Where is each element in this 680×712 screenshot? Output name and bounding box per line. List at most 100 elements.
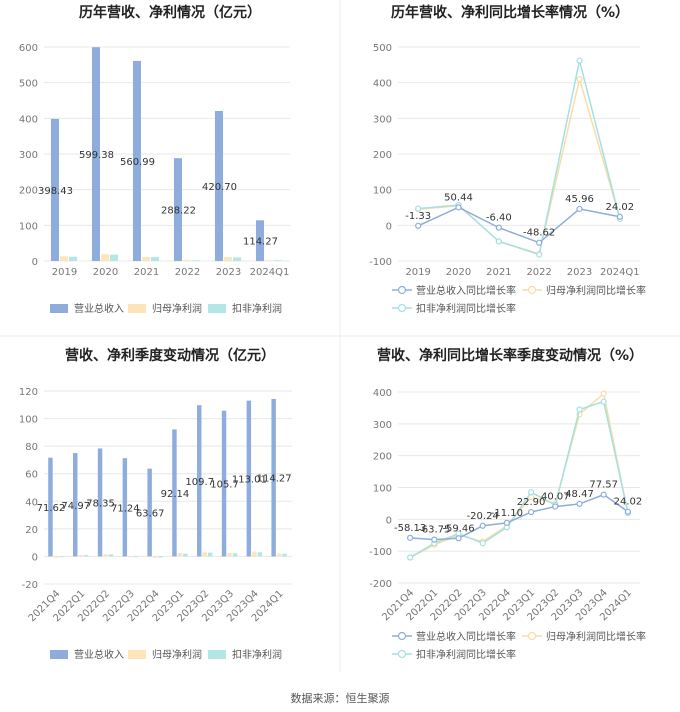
y-tick-label: 20 [25,525,38,536]
bar [83,555,89,557]
bar [100,254,110,261]
point [576,57,583,64]
data-label: 24.02 [606,202,635,213]
data-label: -63.75 [418,525,450,536]
bar [221,410,227,557]
legend-marker [397,631,407,641]
y-tick-label: 60 [25,470,38,481]
chart-4: 营收、净利同比增长率季度变动情况（%） -200 -100 0 100 200 300 400… [369,347,646,661]
bar [207,552,213,557]
x-tick-label: 2023 [216,267,241,278]
data-source-note: 数据来源：恒生聚源 [290,692,390,705]
point [455,535,462,542]
point [455,204,462,211]
y-tick-label: -100 [369,547,392,558]
bar [69,256,78,261]
data-label: 50.44 [444,192,473,203]
legend-label: 营业总收入同比增长率 [416,630,516,643]
bar [202,552,207,557]
series-line [417,206,620,244]
bar [177,552,183,557]
y-tick-label: 600 [19,43,38,54]
data-label: -58.13 [394,523,426,534]
series-line [410,493,629,541]
data-label: 560.99 [120,157,155,168]
y-tick-label: 100 [373,186,392,197]
y-tick-label: -100 [369,257,392,268]
y-tick-label: 400 [373,388,392,399]
y-tick-label: -20 [22,580,38,591]
bar [197,405,202,557]
legend-swatch [128,304,146,313]
legend-marker [397,303,407,313]
bar [232,553,238,557]
legend-marker [527,631,537,641]
point [616,213,623,220]
chart-2: 历年营收、净利同比增长率情况（%） -100 0 100 200 300 400 500 201… [369,4,646,315]
data-label: 71.24 [111,503,140,514]
y-tick-label: 0 [386,221,392,232]
point [415,222,422,229]
bar [158,556,163,558]
bar [274,260,283,262]
legend-swatch [128,650,146,659]
bar [152,556,158,558]
series-line [409,392,629,559]
legend-swatch [208,304,226,313]
point [479,522,486,529]
bar [223,257,233,261]
y-tick-label: 300 [373,420,392,431]
point [415,205,422,212]
y-tick-label: 200 [19,186,38,197]
point [552,503,559,510]
bar [103,554,108,557]
point [600,491,607,498]
point [431,536,438,543]
y-tick-label: 120 [19,387,38,398]
data-label: 105.7 [210,480,239,491]
bar [264,260,274,262]
y-tick-label: 100 [19,415,38,426]
data-label: 77.57 [589,480,618,491]
legend-label: 扣非净利润 [232,648,282,661]
y-tick-label: 0 [32,257,38,268]
x-tick-label: 2024Q1 [600,267,640,278]
point [536,251,543,258]
point [407,554,414,561]
point [495,224,502,231]
bar [257,552,262,557]
y-tick-label: -200 [369,579,392,590]
data-label: 288.22 [161,206,196,217]
y-tick-label: 80 [25,442,38,453]
series-line [418,76,621,255]
bar [122,458,128,557]
x-tick-label: 2019 [52,267,77,278]
data-label: -1.33 [405,211,431,222]
data-label: -6.40 [486,213,512,224]
point [495,238,502,245]
bar [108,554,114,557]
bar [53,556,59,558]
y-tick-label: 200 [373,150,392,161]
point [503,519,510,526]
bar [233,257,242,261]
bar [173,158,182,261]
legend-label: 营业总收入 [74,648,124,661]
chart-title: 历年营收、净利情况（亿元） [79,4,261,21]
data-label: 398.43 [38,186,73,197]
y-tick-label: 0 [32,552,38,563]
data-label: 113.01 [232,475,267,486]
point [576,75,583,83]
point [600,398,607,405]
bar [246,400,252,557]
bar [91,47,100,262]
legend-marker [397,285,407,295]
bar [133,556,138,558]
y-tick-label: 0 [386,515,392,526]
x-tick-label: 2021 [486,267,511,278]
x-tick-label: 2020 [446,267,471,278]
bar [59,256,69,261]
point [600,390,607,397]
bar [110,254,119,261]
data-label: -20.24 [467,511,499,522]
